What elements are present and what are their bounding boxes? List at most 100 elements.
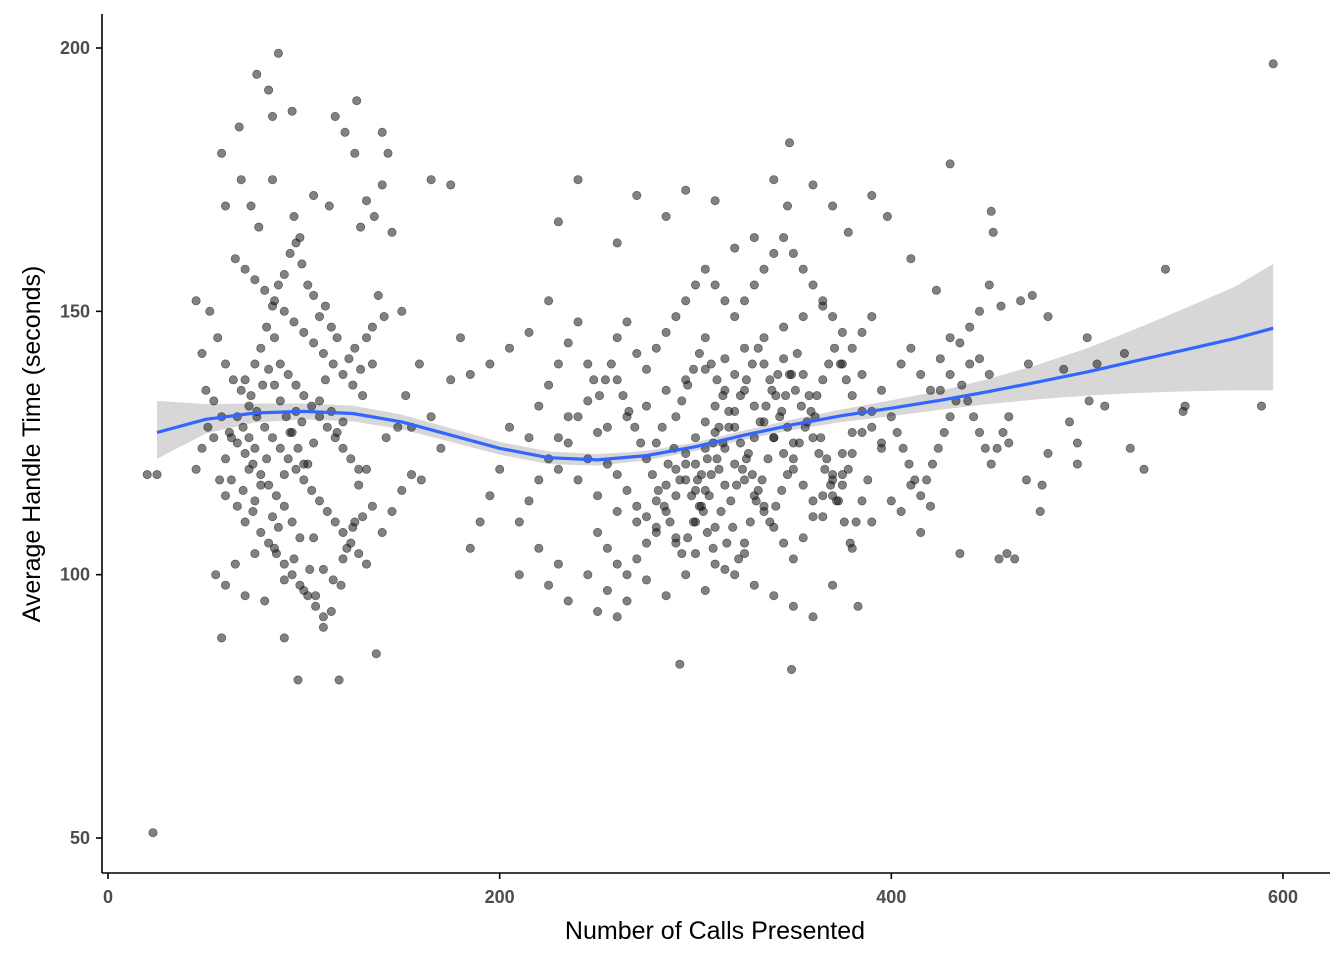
data-point (882, 212, 892, 222)
data-point (226, 433, 236, 443)
data-point (377, 527, 387, 537)
data-point (896, 506, 906, 516)
y-axis-ticks: 50 100 150 200 (60, 38, 102, 848)
data-point (279, 470, 289, 480)
data-point (307, 485, 317, 495)
data-point (784, 138, 794, 148)
data-point (250, 549, 260, 559)
data-point (910, 475, 920, 485)
data-point (393, 422, 403, 432)
data-point (661, 591, 671, 601)
data-point (221, 454, 231, 464)
data-point (835, 359, 845, 369)
data-point (326, 606, 336, 616)
data-point (779, 233, 789, 243)
data-point (379, 312, 389, 322)
data-point (851, 517, 861, 527)
data-point (367, 501, 377, 511)
data-point (303, 280, 313, 290)
data-point (816, 433, 826, 443)
data-point (383, 148, 393, 158)
data-point (485, 359, 495, 369)
y-tick-label: 50 (70, 828, 90, 848)
data-point (690, 459, 700, 469)
data-point (677, 396, 687, 406)
x-axis-title: Number of Calls Presented (565, 917, 865, 945)
data-point (524, 327, 534, 337)
data-point (694, 501, 704, 511)
data-point (994, 554, 1004, 564)
data-point (700, 417, 710, 427)
data-point (724, 422, 734, 432)
data-point (244, 401, 254, 411)
data-point (361, 559, 371, 569)
data-point (338, 554, 348, 564)
data-point (373, 290, 383, 300)
data-point (309, 438, 319, 448)
data-point (927, 459, 937, 469)
data-point (267, 301, 277, 311)
data-point (221, 491, 231, 501)
data-point (217, 633, 227, 643)
data-point (330, 112, 340, 122)
data-point (563, 412, 573, 422)
data-point (798, 312, 808, 322)
data-point (258, 380, 268, 390)
data-point (935, 354, 945, 364)
data-point (612, 238, 622, 248)
data-point (681, 185, 691, 195)
data-point (935, 385, 945, 395)
data-point (857, 369, 867, 379)
data-point (757, 475, 767, 485)
data-point (681, 570, 691, 580)
data-point (240, 448, 250, 458)
data-point (221, 201, 231, 211)
data-point (271, 491, 281, 501)
data-point (1065, 417, 1075, 427)
data-point (148, 828, 158, 838)
data-point (675, 475, 685, 485)
data-point (955, 338, 965, 348)
smooth-line-layer (156, 326, 1274, 462)
data-point (354, 480, 364, 490)
data-point (232, 501, 242, 511)
data-point (796, 401, 806, 411)
data-point (275, 359, 285, 369)
data-point (320, 375, 330, 385)
data-point (291, 238, 301, 248)
data-point (1002, 549, 1012, 559)
data-point (299, 459, 309, 469)
data-point (504, 343, 514, 353)
data-point (1016, 296, 1026, 306)
data-point (260, 422, 270, 432)
data-point (690, 549, 700, 559)
data-point (769, 175, 779, 185)
data-point (753, 485, 763, 495)
data-point (293, 443, 303, 453)
data-point (264, 85, 274, 95)
data-point (651, 438, 661, 448)
data-point (234, 122, 244, 132)
data-point (612, 559, 622, 569)
data-point (594, 391, 604, 401)
data-point (593, 606, 603, 616)
data-point (295, 533, 305, 543)
data-point (808, 280, 818, 290)
data-point (632, 191, 642, 201)
data-point (1100, 401, 1110, 411)
data-point (747, 359, 757, 369)
data-point (1082, 333, 1092, 343)
data-point (837, 470, 847, 480)
data-point (1059, 364, 1069, 374)
y-axis-title: Average Handle Time (seconds) (18, 266, 46, 623)
data-point (344, 354, 354, 364)
data-point (612, 333, 622, 343)
data-point (965, 322, 975, 332)
data-point (495, 464, 505, 474)
data-point (636, 438, 646, 448)
data-point (798, 264, 808, 274)
data-point (291, 380, 301, 390)
data-point (354, 549, 364, 559)
data-point (867, 517, 877, 527)
data-point (786, 664, 796, 674)
